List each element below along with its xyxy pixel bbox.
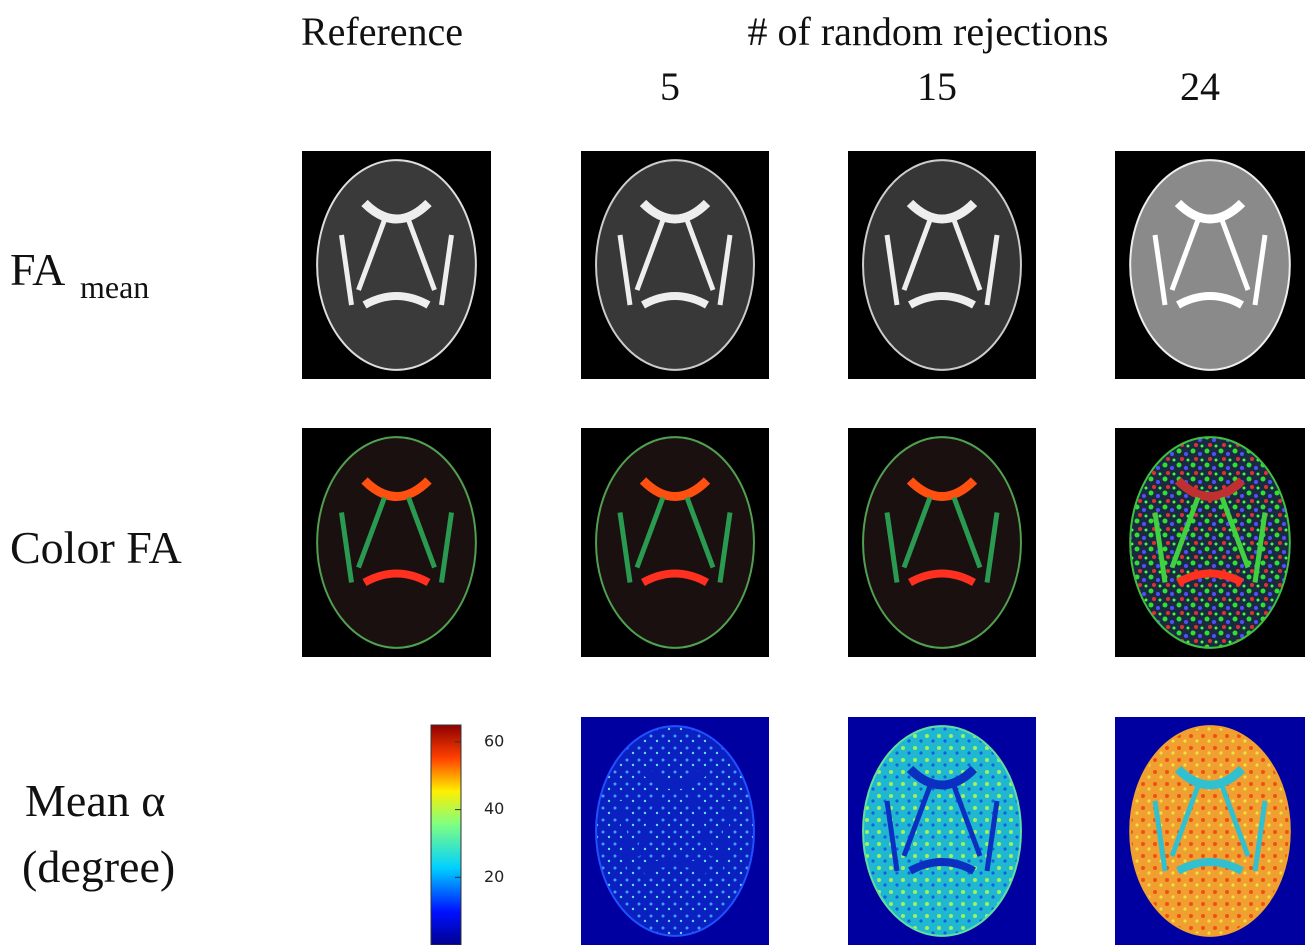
reference-header: Reference [301,9,463,54]
brain-image [848,151,1036,379]
colorbar-tick-label: 60 [484,731,504,750]
group-header: # of random rejections [748,9,1109,54]
brain-image [1115,428,1305,657]
brain-outline [317,437,476,648]
colorbar-tick-label: 20 [484,867,504,886]
colorbar-tick-label: 40 [484,799,504,818]
brain-image [581,151,769,379]
column-header: 24 [1180,64,1220,109]
brain-image [1115,151,1305,379]
brain-image [848,717,1036,945]
brain-image [848,428,1036,657]
brain-outline [317,160,476,370]
row-label: Mean α [25,775,165,826]
brain-image [302,151,491,379]
brain-image [581,717,769,945]
brain-image [1115,717,1305,945]
brain-outline [863,437,1021,648]
brain-outline [1130,160,1290,370]
column-header: 5 [660,64,680,109]
brain-image [581,428,769,657]
brain-outline [596,726,754,936]
brain-outline [1130,726,1290,936]
colorbar: 20 40 60 [431,725,504,945]
brain-image [302,428,491,657]
colorbar-gradient [431,725,461,945]
brain-outline [863,726,1021,936]
row-label: FA [10,244,65,295]
row-label-subscript: mean [80,269,149,305]
row-label: (degree) [22,841,175,892]
brain-outline [863,160,1021,370]
row-label: Color FA [10,522,182,573]
column-header: 15 [917,64,957,109]
brain-outline [596,160,754,370]
brain-outline [596,437,754,648]
figure: Reference # of random rejections 5 15 24… [0,0,1310,945]
brain-outline [1130,437,1290,648]
